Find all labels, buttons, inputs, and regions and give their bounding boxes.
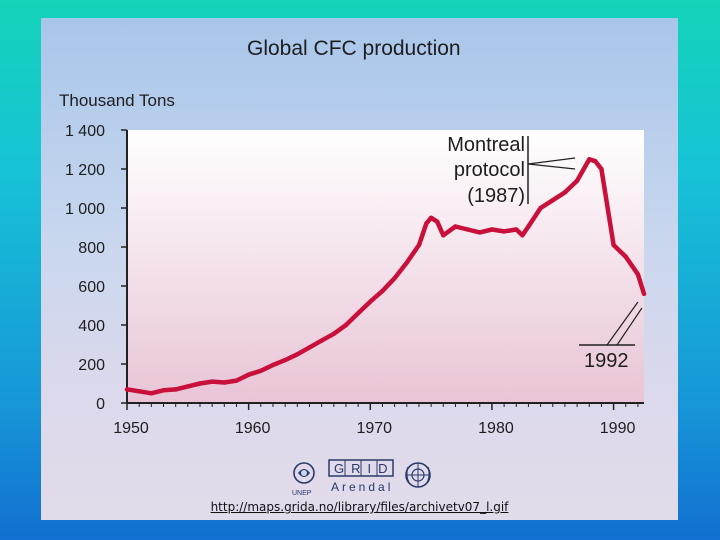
data-point bbox=[380, 288, 385, 294]
data-point bbox=[526, 224, 531, 229]
ticks: 0 200 400 600 800 1 000 1 200 1 400 1950 1960 1970… bbox=[65, 123, 639, 437]
data-point bbox=[550, 198, 555, 203]
x-tick-label: 1960 bbox=[235, 420, 271, 437]
data-point bbox=[222, 380, 227, 385]
x-tick-label: 1990 bbox=[600, 420, 636, 437]
data-point bbox=[520, 233, 525, 238]
data-point bbox=[599, 166, 604, 172]
grid-arendal-logo: GRID Arendal bbox=[328, 459, 395, 494]
data-point bbox=[319, 338, 324, 343]
annotation-montreal-line: Montreal bbox=[447, 134, 525, 156]
data-point bbox=[404, 260, 409, 265]
chart-title: Global CFC production bbox=[247, 37, 461, 60]
data-point bbox=[623, 254, 628, 259]
data-point bbox=[392, 276, 397, 281]
data-point bbox=[149, 391, 154, 396]
data-point bbox=[246, 372, 251, 377]
unep-label: UNEP bbox=[292, 490, 312, 497]
unep-logo: UNEP bbox=[292, 462, 315, 497]
chart: Global CFC production Thousand Tons 0 200… bbox=[59, 37, 647, 497]
data-point bbox=[331, 331, 336, 336]
y-tick-label: 800 bbox=[78, 240, 105, 257]
data-point bbox=[295, 352, 300, 357]
data-point bbox=[489, 227, 495, 232]
data-point bbox=[258, 368, 263, 373]
y-axis-label: Thousand Tons bbox=[59, 91, 175, 110]
data-point bbox=[282, 357, 288, 363]
axes bbox=[126, 130, 644, 404]
data-point bbox=[137, 389, 142, 394]
data-point bbox=[562, 190, 568, 195]
y-tick-label: 400 bbox=[78, 318, 105, 335]
data-point bbox=[538, 205, 543, 211]
annotation-montreal-leader bbox=[527, 163, 576, 170]
data-point bbox=[424, 221, 429, 226]
data-point bbox=[173, 387, 178, 392]
x-tick-label: 1950 bbox=[113, 420, 149, 437]
x-tick-label: 1980 bbox=[478, 420, 514, 437]
arendal-label: Arendal bbox=[331, 480, 393, 494]
annotation-montreal-leader bbox=[527, 157, 576, 165]
data-point bbox=[416, 242, 422, 248]
data-point bbox=[611, 242, 616, 248]
y-tick-label: 0 bbox=[96, 396, 105, 413]
annotation-1992-label: 1992 bbox=[584, 350, 629, 372]
annotations: Montreal protocol (1987) 1992 bbox=[447, 134, 643, 372]
annotation-1992-leader bbox=[616, 307, 643, 346]
data-point bbox=[514, 227, 519, 232]
data-point bbox=[593, 159, 598, 164]
y-tick-label: 1 000 bbox=[65, 201, 105, 218]
source-credit: http://maps.grida.no/library/files/archi… bbox=[41, 500, 678, 514]
y-tick-label: 200 bbox=[78, 357, 105, 374]
data-point bbox=[368, 299, 373, 304]
data-point bbox=[641, 291, 647, 296]
data-point bbox=[574, 178, 580, 183]
data-point bbox=[441, 233, 446, 238]
data-point bbox=[465, 227, 470, 232]
data-point bbox=[587, 157, 592, 162]
y-tick-label: 1 200 bbox=[65, 162, 105, 179]
y-tick-label: 600 bbox=[78, 279, 105, 296]
data-point bbox=[210, 379, 215, 384]
data-point bbox=[343, 322, 349, 328]
series-layer bbox=[124, 157, 647, 396]
data-point bbox=[270, 362, 276, 368]
data-point bbox=[435, 219, 440, 224]
slide-panel: Global CFC production Thousand Tons 0 200… bbox=[41, 18, 678, 520]
data-point bbox=[635, 272, 641, 277]
grid-label: GRID bbox=[334, 461, 395, 476]
data-point bbox=[428, 215, 434, 220]
data-point bbox=[234, 378, 239, 383]
x-tick-label: 1970 bbox=[356, 420, 392, 437]
annotation-montreal-line: protocol bbox=[454, 159, 525, 181]
y-tick-label: 1 400 bbox=[65, 123, 105, 140]
data-point bbox=[161, 388, 166, 393]
annotation-montreal-line: (1987) bbox=[467, 185, 525, 207]
data-point bbox=[307, 345, 312, 350]
source-link[interactable]: http://maps.grida.no/library/files/archi… bbox=[210, 500, 509, 514]
data-point bbox=[477, 230, 482, 235]
data-point bbox=[355, 311, 361, 316]
data-point bbox=[453, 224, 458, 229]
data-point bbox=[185, 384, 190, 389]
annotation-1992-leader bbox=[606, 301, 639, 346]
data-point bbox=[124, 387, 130, 392]
data-point bbox=[197, 381, 203, 386]
un-emblem-icon bbox=[405, 462, 431, 488]
data-point bbox=[501, 229, 507, 234]
plot-area bbox=[127, 130, 644, 403]
